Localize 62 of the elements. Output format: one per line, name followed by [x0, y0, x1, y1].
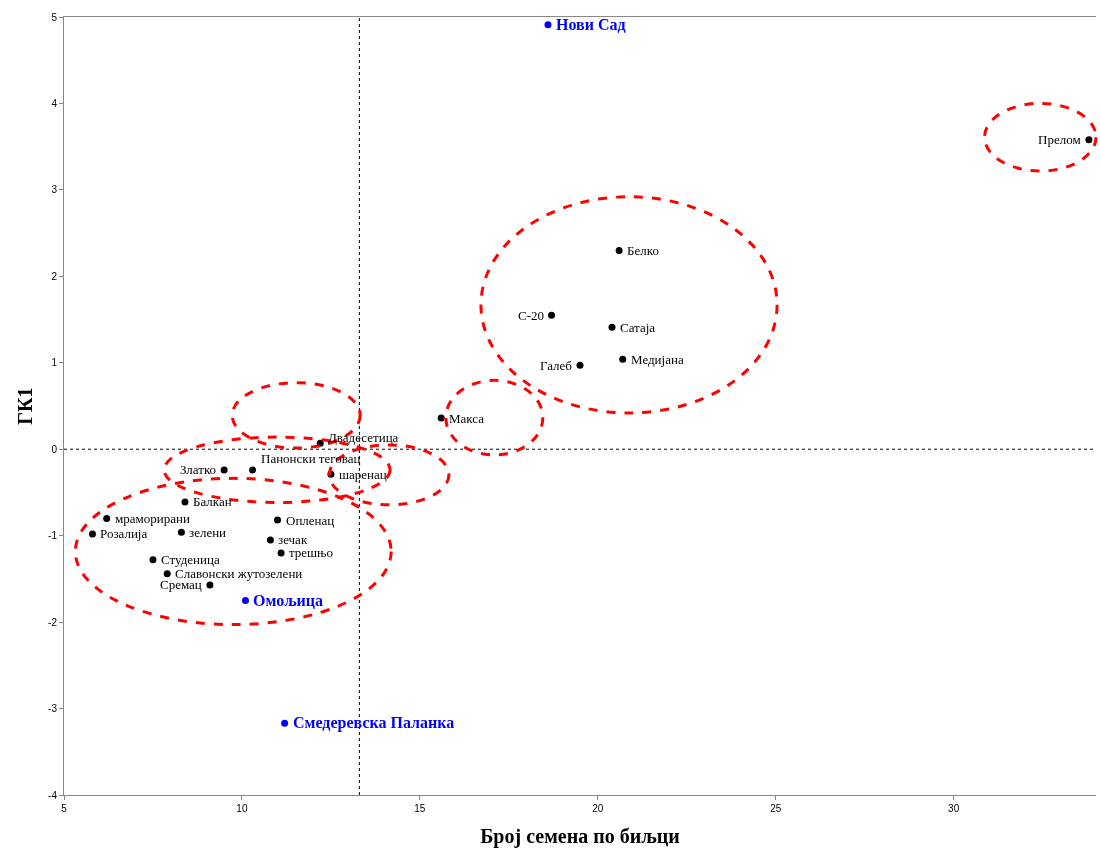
point	[149, 556, 157, 564]
annotation: Омољица	[253, 592, 324, 609]
point	[437, 414, 445, 422]
annotation: Галеб	[540, 358, 573, 373]
point	[615, 246, 623, 254]
point	[241, 597, 249, 604]
point	[181, 498, 189, 506]
y-tick-label: 0	[51, 443, 58, 455]
point	[619, 355, 627, 363]
annotation: Златко	[180, 462, 217, 477]
annotation: Нови Сад	[556, 16, 626, 33]
point	[277, 549, 285, 557]
annotation: С-20	[518, 308, 544, 323]
x-tick-label: 15	[414, 803, 426, 814]
y-tick-label: -2	[48, 616, 58, 628]
annotation: мраморирани	[115, 511, 190, 526]
point	[1085, 136, 1093, 144]
annotation: зелени	[189, 525, 227, 540]
y-tick-label: -3	[48, 703, 58, 715]
point	[608, 323, 616, 331]
x-tick-label: 10	[236, 803, 248, 814]
point	[266, 536, 274, 544]
x-tick-label: 25	[770, 803, 782, 814]
annotation: зечак	[278, 532, 308, 547]
annotation: Макса	[449, 411, 485, 426]
point	[249, 466, 257, 474]
point	[274, 516, 282, 524]
annotation: Опленац	[286, 513, 335, 528]
x-tick-label: 5	[61, 803, 68, 814]
annotation: Двадесетица	[328, 430, 399, 445]
y-tick-label: 1	[51, 357, 58, 369]
annotation: Медијана	[631, 352, 684, 367]
annotation: Белко	[627, 243, 659, 258]
x-tick-label: 20	[592, 803, 604, 814]
y-axis-title: ГК1	[13, 387, 36, 425]
point	[88, 530, 96, 538]
point	[576, 361, 584, 369]
point	[177, 528, 185, 536]
x-axis-title: Број семена по биљци	[480, 824, 680, 848]
annotation: Панонски теговац	[261, 451, 361, 466]
y-tick-label: 4	[51, 97, 58, 109]
point	[548, 311, 556, 319]
point	[281, 719, 289, 727]
annotation: трешњо	[289, 545, 334, 560]
point	[103, 514, 111, 522]
y-tick-label: 5	[51, 11, 58, 23]
point	[206, 581, 214, 589]
annotation: Розалија	[100, 526, 148, 541]
annotation: Прелом	[1038, 132, 1081, 147]
point	[163, 570, 171, 578]
y-tick-label: -4	[48, 789, 58, 801]
point	[220, 466, 228, 474]
annotation: Сатаја	[620, 320, 656, 335]
y-tick-label: 3	[51, 184, 58, 196]
annotation: Смедеревска Паланка	[293, 714, 455, 732]
annotation: Балкан	[193, 494, 232, 509]
y-tick-label: 2	[51, 270, 58, 282]
y-tick-label: -1	[48, 530, 58, 542]
annotation: шаренац	[339, 467, 387, 482]
x-tick-label: 30	[948, 803, 960, 814]
annotation: Студеница	[161, 552, 220, 567]
point	[544, 21, 552, 29]
